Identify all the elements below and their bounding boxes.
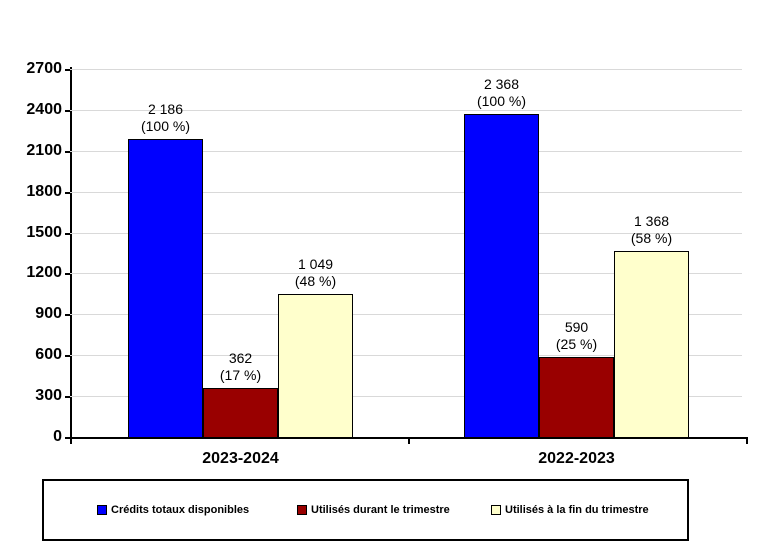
legend-item-3: Utilisés à la fin du trimestre — [491, 504, 649, 516]
y-axis-tick-label: 1200 — [26, 264, 62, 281]
gridline-2100 — [70, 151, 742, 152]
bar-value-label: 1 049 (48 %) — [295, 256, 336, 290]
legend-item-2: Utilisés durant le trimestre — [297, 504, 450, 516]
x-axis-tick-1 — [408, 439, 410, 444]
bar-value-label: 1 368 (58 %) — [631, 213, 672, 247]
gridline-1200 — [70, 273, 742, 274]
x-axis-tick-0 — [70, 439, 72, 444]
legend-label: Utilisés durant le trimestre — [311, 504, 450, 516]
gridline-1800 — [70, 192, 742, 193]
bar-value-text: 2 186 — [147, 101, 184, 117]
y-axis-tick-1200 — [65, 273, 70, 275]
bar-percent-text: (58 %) — [630, 230, 673, 246]
gridline-900 — [70, 314, 742, 315]
y-axis-tick-300 — [65, 396, 70, 398]
bar-percent-text: (25 %) — [555, 336, 598, 352]
gridline-300 — [70, 396, 742, 397]
bar-percent-text: (100 %) — [476, 93, 527, 109]
bar-series2-2022-2023 — [539, 357, 614, 438]
bar-value-label: 2 368 (100 %) — [477, 76, 526, 110]
legend-swatch-icon — [491, 505, 501, 515]
legend-swatch-icon — [297, 505, 307, 515]
bar-value-text: 2 368 — [483, 76, 520, 92]
bar-series2-2023-2024 — [203, 388, 278, 438]
y-axis-tick-label: 1800 — [26, 183, 62, 200]
y-axis-tick-label: 600 — [35, 346, 62, 363]
y-axis-tick-label: 1500 — [26, 224, 62, 241]
y-axis-tick-2700 — [65, 69, 70, 71]
bar-series3-2023-2024 — [278, 294, 353, 438]
x-axis-line — [68, 437, 748, 439]
legend-item-1: Crédits totaux disponibles — [97, 504, 249, 516]
category-label-2023-2024: 2023-2024 — [202, 450, 279, 467]
x-axis-tick-2 — [746, 439, 748, 444]
y-axis-tick-2400 — [65, 110, 70, 112]
bar-series1-2022-2023 — [464, 114, 539, 438]
y-axis-tick-label: 300 — [35, 387, 62, 404]
legend-box: Crédits totaux disponibles Utilisés duran… — [42, 479, 689, 541]
bar-percent-text: (100 %) — [140, 118, 191, 134]
y-axis-tick-900 — [65, 314, 70, 316]
bar-series3-2022-2023 — [614, 251, 689, 438]
bar-value-text: 1 368 — [633, 213, 670, 229]
legend-label: Utilisés à la fin du trimestre — [505, 504, 649, 516]
bar-series1-2023-2024 — [128, 139, 203, 438]
gridline-600 — [70, 355, 742, 356]
bar-value-text: 1 049 — [297, 256, 334, 272]
bar-percent-text: (48 %) — [294, 273, 337, 289]
category-label-2022-2023: 2022-2023 — [538, 450, 615, 467]
bar-value-text: 362 — [228, 350, 253, 366]
y-axis-line — [70, 67, 72, 439]
y-axis-tick-0 — [65, 437, 70, 439]
y-axis-tick-2100 — [65, 151, 70, 153]
y-axis-tick-label: 2100 — [26, 142, 62, 159]
y-axis-tick-label: 0 — [53, 428, 62, 445]
gridline-1500 — [70, 233, 742, 234]
gridline-2700 — [70, 69, 742, 70]
bar-percent-text: (17 %) — [219, 367, 262, 383]
bar-value-label: 590 (25 %) — [556, 319, 597, 353]
gridline-2400 — [70, 110, 742, 111]
bar-value-label: 362 (17 %) — [220, 350, 261, 384]
bar-value-label: 2 186 (100 %) — [141, 101, 190, 135]
y-axis-tick-label: 2400 — [26, 101, 62, 118]
legend-label: Crédits totaux disponibles — [111, 504, 250, 516]
y-axis-tick-600 — [65, 355, 70, 357]
y-axis-tick-label: 2700 — [26, 60, 62, 77]
legend-swatch-icon — [97, 505, 107, 515]
y-axis-tick-1800 — [65, 192, 70, 194]
y-axis-tick-label: 900 — [35, 305, 62, 322]
bar-value-text: 590 — [564, 319, 589, 335]
y-axis-tick-1500 — [65, 233, 70, 235]
